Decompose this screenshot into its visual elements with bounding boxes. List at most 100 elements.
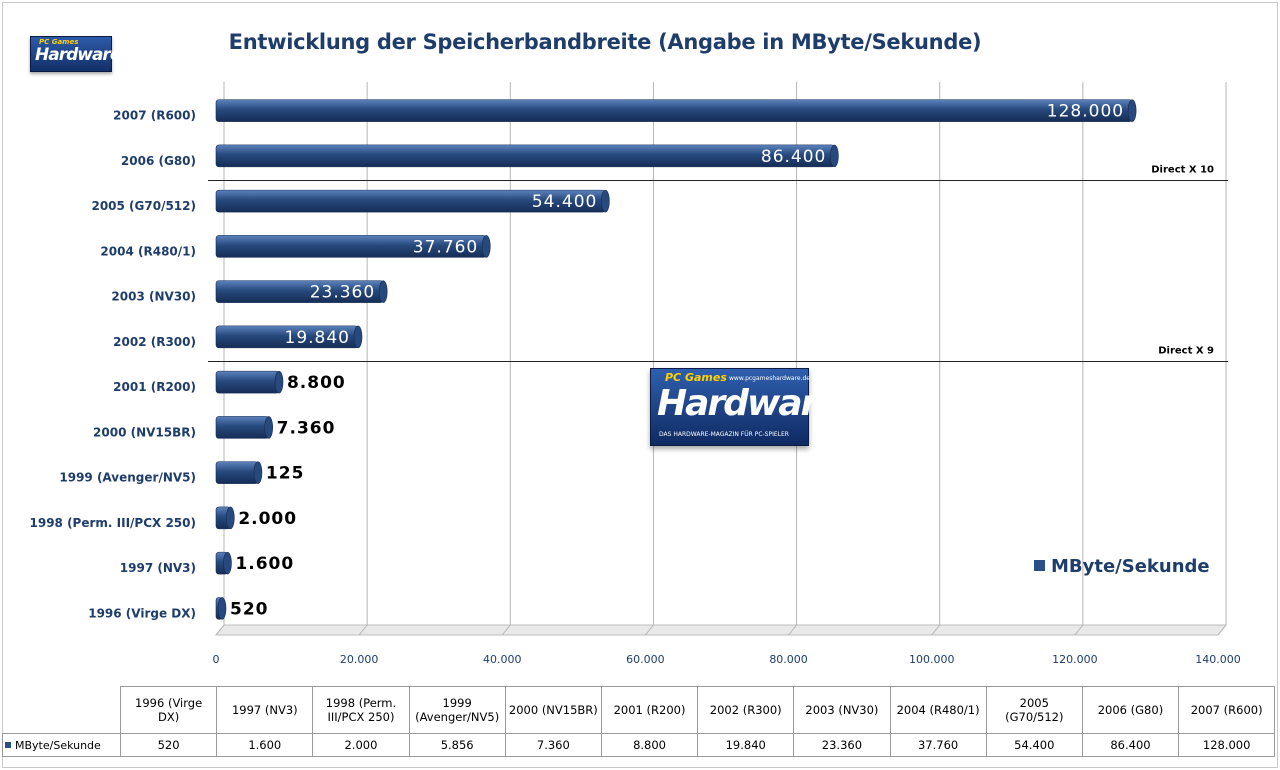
data-table-cell: 86.400 <box>1081 733 1180 757</box>
directx-annotation: Direct X 10 <box>1151 165 1214 176</box>
bar <box>215 461 259 484</box>
category-label: 1998 (Perm. III/PCX 250) <box>30 516 197 530</box>
chart-title: Entwicklung der Speicherbandbreite (Anga… <box>228 30 982 54</box>
x-tick-label: 0 <box>213 653 220 666</box>
data-label: 37.760 <box>413 237 478 257</box>
data-label: 125 <box>266 464 305 484</box>
bar-cap <box>481 235 491 258</box>
category-label: 2000 (NV15BR) <box>93 425 196 439</box>
bar-cap <box>601 189 610 213</box>
data-table-column-header: 2000 (NV15BR) <box>504 686 602 734</box>
x-tick-label: 60.000 <box>626 653 665 666</box>
bar <box>215 144 835 168</box>
legend-swatch <box>1034 560 1045 571</box>
bar-cap <box>378 280 388 303</box>
data-table-cell: 7.360 <box>504 733 602 757</box>
directx-annotation: Direct X 9 <box>1158 346 1214 357</box>
data-table-cell: 19.840 <box>697 733 795 757</box>
chart-floor <box>214 624 1228 636</box>
data-table-column-header: 2007 (R600) <box>1178 686 1276 734</box>
bar-cap <box>274 370 284 394</box>
bar <box>215 416 269 439</box>
data-table-cell: 8.800 <box>600 733 699 757</box>
data-label: 19.840 <box>285 328 350 348</box>
bar-cap <box>217 597 227 620</box>
pcgh-logo-large: PC Games www.pcgameshardware.de Hardware… <box>650 368 841 446</box>
bar-cap <box>223 551 232 575</box>
data-table-column-header: 2006 (G80) <box>1081 686 1180 734</box>
data-table-cell: 1.600 <box>216 733 314 757</box>
data-table-cell: 5.856 <box>408 733 506 757</box>
category-label: 2001 (R200) <box>113 380 196 394</box>
category-label: 2004 (R480/1) <box>100 244 196 258</box>
bar-cap <box>226 506 235 530</box>
logo-large-brand-main: Hardware <box>657 383 841 424</box>
bar <box>215 370 280 394</box>
gridline-floor <box>931 624 941 636</box>
bar <box>215 99 1133 122</box>
category-label: 1996 (Virge DX) <box>88 606 196 620</box>
gridline-floor <box>215 624 225 636</box>
data-table-column-header: 2004 (R480/1) <box>889 686 987 734</box>
category-label: 2003 (NV30) <box>111 290 196 304</box>
category-label: 2002 (R300) <box>113 335 196 349</box>
bar-cap <box>264 416 273 439</box>
data-table-cell: 37.760 <box>889 733 987 757</box>
data-label: 54.400 <box>532 192 597 212</box>
data-table-cell: 520 <box>119 733 218 757</box>
data-table-column-header: 1997 (NV3) <box>216 686 314 734</box>
data-label: 520 <box>230 599 269 619</box>
data-table-values-row: MByte/Sekunde 520 1.600 2.000 5.856 7.360 8.80… <box>2 733 1276 757</box>
logo-large-tagline: DAS HARDWARE-MAGAZIN FÜR PC-SPIELER <box>659 431 789 438</box>
pcgh-logo-small: PC Games Hardware <box>30 36 121 72</box>
logo-brand-main: Hardware <box>35 45 121 65</box>
bar-cap <box>830 144 839 168</box>
gridline-floor <box>501 624 511 636</box>
x-tick-label: 120.000 <box>1052 653 1098 666</box>
data-label: 128.000 <box>1047 102 1124 122</box>
data-table-column-header: 1996 (Virge DX) <box>119 686 218 734</box>
data-table-legend-swatch <box>5 741 11 748</box>
data-table-column-header: 2002 (R300) <box>697 686 795 734</box>
category-label: 2005 (G70/512) <box>91 199 196 213</box>
data-table-row-label: MByte/Sekunde <box>2 733 121 757</box>
data-label: 86.400 <box>761 147 826 167</box>
data-label: 2.000 <box>238 509 297 529</box>
gridline-floor <box>1217 624 1227 636</box>
category-label: 1997 (NV3) <box>120 561 196 575</box>
data-table-column-header: 1998 (Perm. III/PCX 250) <box>312 686 410 734</box>
data-table: 1996 (Virge DX) 1997 (NV3) 1998 (Perm. III… <box>2 686 1276 757</box>
logo-large-brand-small: PC Games <box>665 371 727 384</box>
bar-cap <box>353 325 363 349</box>
data-table-column-header: 1999 (Avenger/NV5) <box>408 686 506 734</box>
logo-brand-small: PC Games <box>39 38 79 46</box>
data-table-cell: 128.000 <box>1178 733 1276 757</box>
x-tick-label: 40.000 <box>483 653 522 666</box>
data-table-corner <box>2 686 121 734</box>
data-table-column-header: 2005 (G70/512) <box>985 686 1083 734</box>
data-table-header-row: 1996 (Virge DX) 1997 (NV3) 1998 (Perm. III… <box>2 686 1276 734</box>
data-table-row-label-text: MByte/Sekunde <box>15 738 101 752</box>
gridline-floor <box>358 624 368 636</box>
x-tick-label: 100.000 <box>909 653 955 666</box>
bar-chart: 0 20.000 40.000 60.000 80.000 100.000 120.000 1… <box>30 82 1241 666</box>
gridline-floor <box>645 624 654 636</box>
data-label: 8.800 <box>287 373 346 393</box>
x-tick-label: 80.000 <box>769 653 808 666</box>
data-table-column-header: 2001 (R200) <box>600 686 699 734</box>
bar-cap <box>1127 99 1137 122</box>
category-label: 2007 (R600) <box>113 109 196 123</box>
data-label: 1.600 <box>235 554 294 574</box>
bar-cap <box>253 461 263 484</box>
legend-label: MByte/Sekunde <box>1051 556 1210 577</box>
data-table-column-header: 2003 (NV30) <box>793 686 891 734</box>
x-tick-label: 20.000 <box>340 653 379 666</box>
gridline-floor <box>1074 624 1084 636</box>
category-label: 2006 (G80) <box>121 154 196 168</box>
data-table-cell: 2.000 <box>312 733 410 757</box>
data-label: 23.360 <box>310 283 375 303</box>
logo-large-url: www.pcgameshardware.de <box>729 375 810 382</box>
data-label: 7.360 <box>277 418 336 438</box>
data-table-cell: 54.400 <box>985 733 1083 757</box>
